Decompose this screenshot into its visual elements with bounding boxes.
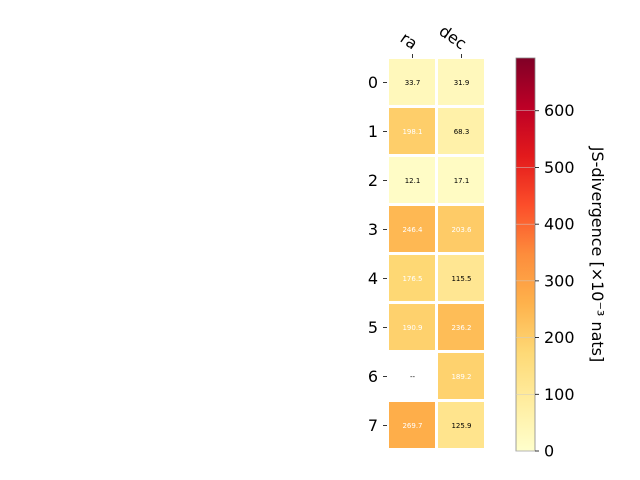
cell-label: 68.3	[454, 128, 470, 136]
y-tick-label: 6	[368, 367, 378, 386]
heatmap-cell	[389, 59, 435, 105]
cell-label: 269.7	[402, 422, 422, 430]
y-tick-label: 0	[368, 73, 378, 92]
heatmap-cell	[438, 108, 484, 154]
colorbar-label: JS-divergence [×10⁻³ nats]	[588, 146, 607, 362]
cell-label: 12.1	[405, 177, 421, 185]
colorbar-tick-label: 400	[544, 215, 575, 234]
colorbar-tick-label: 500	[544, 158, 575, 177]
colorbar: 0 100 200 300 400 500 600 JS-divergence [×10⁻³…	[515, 57, 607, 461]
y-tick-label: 1	[368, 122, 378, 141]
heatmap-cell	[438, 353, 484, 399]
heatmap-cell	[438, 304, 484, 350]
heatmap-cell	[389, 206, 435, 252]
heatmap-cell	[438, 206, 484, 252]
colorbar-tick-label: 0	[544, 442, 554, 461]
heatmap-cell	[438, 59, 484, 105]
cell-label: 189.2	[451, 373, 471, 381]
heatmap-cell	[389, 304, 435, 350]
y-tick-label: 4	[368, 269, 378, 288]
heatmap-cell	[438, 255, 484, 301]
colorbar-gradient	[515, 57, 536, 452]
cell-label: 176.5	[402, 275, 422, 283]
cell-label: 190.9	[402, 324, 422, 332]
heatmap-cell	[389, 255, 435, 301]
cell-label: 236.2	[451, 324, 471, 332]
y-axis: 0 1 2 3 4 5 6 7	[368, 73, 387, 435]
cell-label: 203.6	[451, 226, 472, 234]
cell-label: --	[410, 373, 416, 381]
cell-label: 33.7	[405, 79, 421, 87]
cell-label: 246.4	[402, 226, 423, 234]
x-tick-label: dec	[436, 21, 470, 53]
heatmap-cell	[389, 108, 435, 154]
colorbar-tick-label: 600	[544, 101, 575, 120]
cell-label: 17.1	[454, 177, 470, 185]
y-tick-label: 5	[368, 318, 378, 337]
cell-label: 115.5	[451, 275, 471, 283]
heatmap-cells: 33.7 31.9 198.1 68.3 12.1 17.1 246.4 203.6 176.5…	[389, 59, 484, 448]
y-tick-label: 7	[368, 416, 378, 435]
colorbar-ticks: 0 100 200 300 400 500 600	[516, 101, 575, 461]
y-tick-label: 3	[368, 220, 378, 239]
heatmap-cell	[389, 402, 435, 448]
x-axis: ra dec	[397, 21, 470, 58]
cell-label: 198.1	[402, 128, 422, 136]
heatmap-cell	[438, 157, 484, 203]
heatmap-cell	[438, 402, 484, 448]
y-tick-label: 2	[368, 171, 378, 190]
colorbar-tick-label: 100	[544, 385, 575, 404]
heatmap-cell	[389, 157, 435, 203]
colorbar-tick-label: 300	[544, 271, 575, 290]
cell-label: 31.9	[454, 79, 470, 87]
colorbar-tick-label: 200	[544, 328, 575, 347]
x-tick-label: ra	[397, 28, 421, 53]
cell-label: 125.9	[451, 422, 471, 430]
